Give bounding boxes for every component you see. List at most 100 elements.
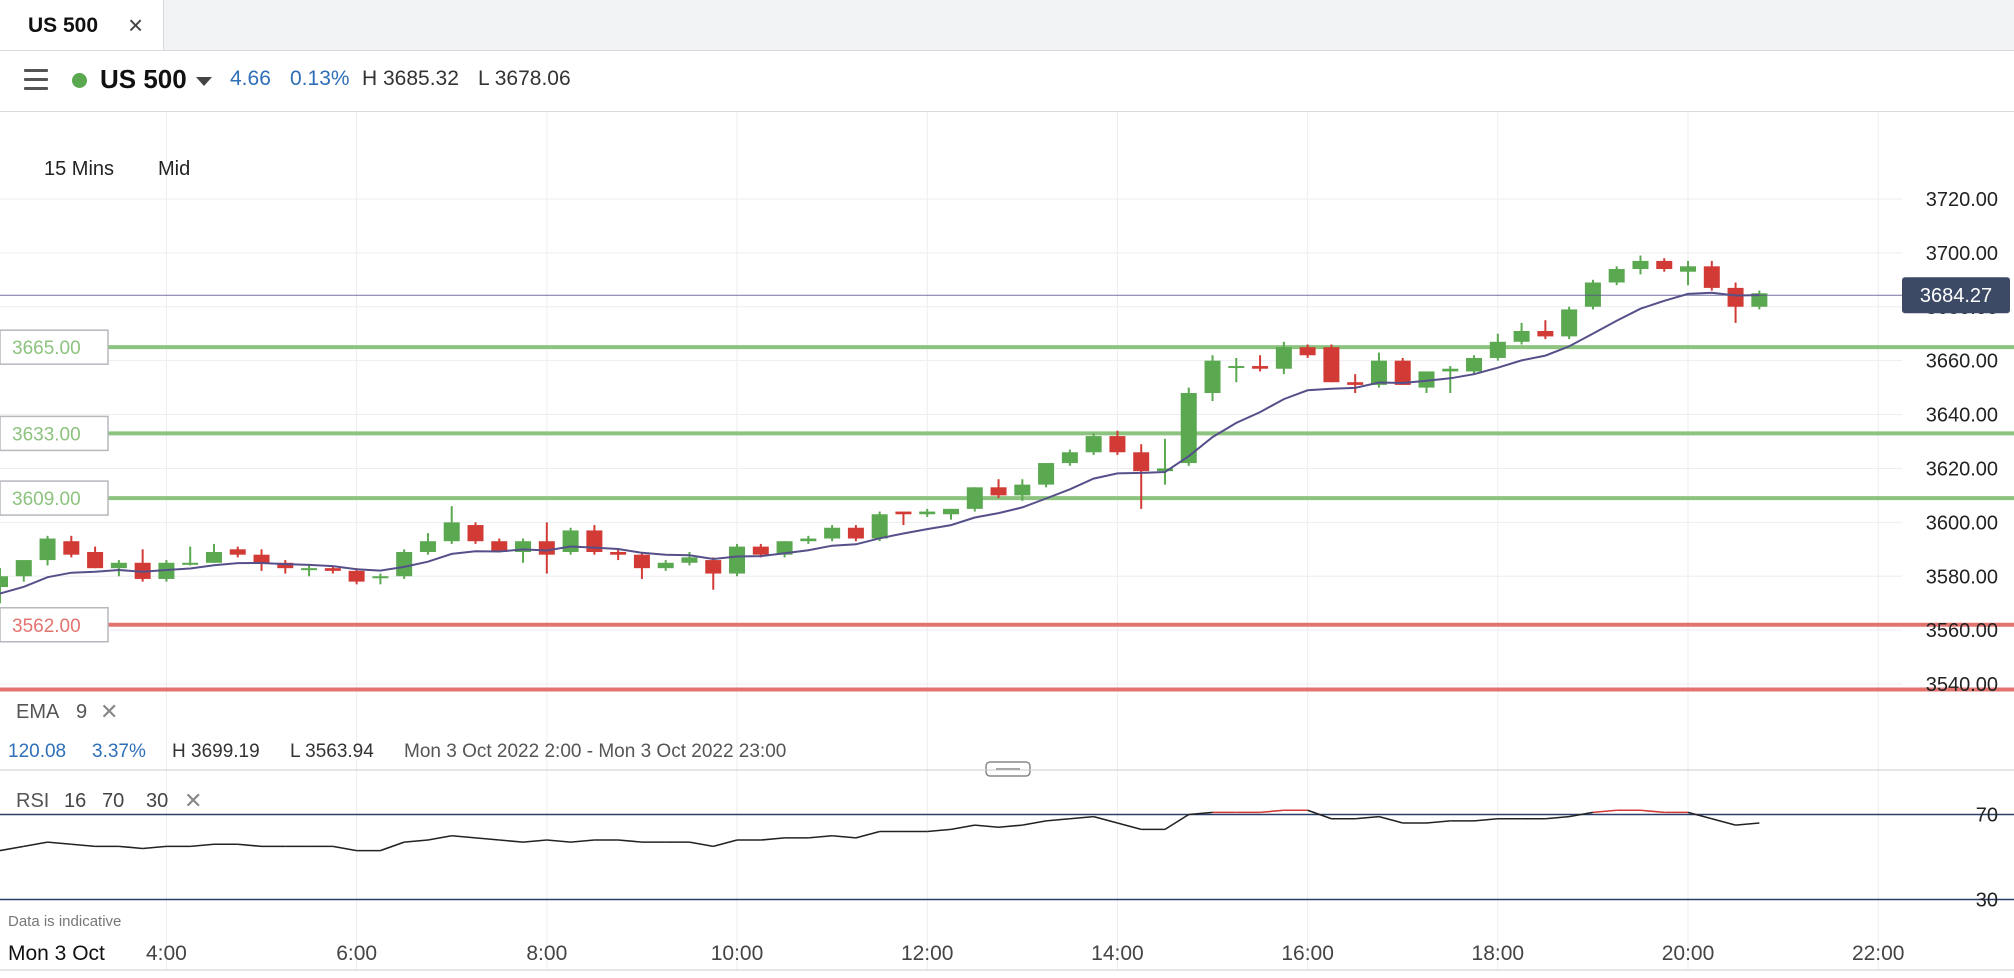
candles xyxy=(0,255,1768,604)
candle-body xyxy=(1489,341,1506,358)
candle-body xyxy=(205,551,222,563)
rsi-line-segment xyxy=(427,834,452,841)
rsi-line-segment xyxy=(1355,815,1380,820)
chart-grid xyxy=(0,112,1902,970)
price-tick-label: 3580.00 xyxy=(1926,566,1998,588)
rsi-line-segment xyxy=(1164,813,1190,831)
candle-body xyxy=(943,508,959,515)
rsi-line-segment xyxy=(570,839,595,843)
candle-body xyxy=(301,568,318,571)
candle-body xyxy=(1727,287,1744,307)
candle-body xyxy=(705,560,722,574)
market-open-status-icon xyxy=(72,73,87,88)
period-change: 120.08 xyxy=(8,741,66,762)
candle-body xyxy=(419,541,436,552)
rsi-line-segment xyxy=(618,839,642,843)
current-price-badge: 3684.27 xyxy=(1902,277,2010,314)
time-tick-label: 20:00 xyxy=(1662,942,1715,965)
rsi-line-segment xyxy=(1260,809,1284,814)
rsi-line-segment xyxy=(1069,815,1094,820)
candle-body xyxy=(515,541,532,552)
rsi-line-segment xyxy=(237,843,262,848)
data-disclaimer: Data is indicative xyxy=(8,913,121,930)
candle-body xyxy=(1370,360,1387,385)
rsi-line-segment xyxy=(1592,809,1617,814)
time-tick-label: 22:00 xyxy=(1852,942,1905,965)
candle-body xyxy=(990,487,1007,496)
price-chart[interactable]: 3720.003700.003680.003660.003640.003620.… xyxy=(0,112,2014,978)
period-high: H 3699.19 xyxy=(172,741,260,762)
rsi-label: RSI xyxy=(16,790,49,812)
candle-body xyxy=(1394,360,1411,385)
close-icon[interactable]: × xyxy=(128,10,144,40)
rsi-upper: 70 xyxy=(102,790,124,812)
candle-body xyxy=(776,541,793,555)
rsi-line-segment xyxy=(71,843,96,848)
level-labels: 3665.00 3633.00 3609.00 3562.00 xyxy=(0,329,109,643)
rsi-line-segment xyxy=(190,843,215,848)
current-price-badge-bg xyxy=(1902,277,2010,314)
chevron-down-icon[interactable] xyxy=(196,77,212,86)
level-label: 3562.00 xyxy=(12,616,81,637)
rsi-remove-icon[interactable]: ✕ xyxy=(184,788,202,813)
candle-body xyxy=(372,576,389,579)
rsi-line-segment xyxy=(404,839,429,843)
rsi-line-segment xyxy=(1378,815,1403,824)
level-label: 3609.00 xyxy=(12,489,81,510)
rsi-line-segment xyxy=(1569,811,1594,818)
rsi-line-segment xyxy=(451,834,476,839)
rsi-line-segment xyxy=(1046,817,1070,822)
candle-body xyxy=(1537,331,1554,337)
tab-us500[interactable]: US 500 × xyxy=(0,0,164,50)
ema-remove-icon[interactable]: ✕ xyxy=(100,699,118,724)
current-price-label: 3684.27 xyxy=(1920,285,1992,307)
candle-body xyxy=(253,554,270,563)
tab-bar: US 500 × xyxy=(0,0,2014,51)
price-tick-label: 3560.00 xyxy=(1926,620,1998,642)
candle-body xyxy=(1156,468,1173,472)
rsi-line-segment xyxy=(950,824,975,831)
rsi-line-segment xyxy=(475,837,500,841)
price-change-percent: 0.13% xyxy=(290,67,350,90)
time-tick-label: 14:00 xyxy=(1091,942,1144,965)
candle-body xyxy=(1038,463,1055,485)
time-axis: Mon 3 Oct 4:00 6:00 8:00 10:00 12:00 14:00 16:0… xyxy=(0,942,2014,971)
rsi-line-segment xyxy=(832,834,856,839)
candle-body xyxy=(562,530,579,552)
candle-body xyxy=(1275,347,1292,369)
rsi-line-segment xyxy=(380,841,405,852)
level-label: 3665.00 xyxy=(12,338,81,359)
level-label-box xyxy=(0,329,109,365)
price-tick-label: 3720.00 xyxy=(1926,189,1998,211)
candle-body xyxy=(229,549,246,555)
ema-indicator-tag: EMA 9 ✕ xyxy=(4,695,122,725)
hamburger-menu-icon[interactable] xyxy=(24,69,48,91)
candle-body xyxy=(324,568,341,571)
candle-body xyxy=(919,511,936,515)
candle-body xyxy=(491,541,508,552)
candle-body xyxy=(1466,357,1483,372)
price-tick-label: 3540.00 xyxy=(1926,674,1998,696)
candle-body xyxy=(657,562,674,569)
candle-body xyxy=(1632,260,1649,270)
rsi-line-segment xyxy=(1117,822,1142,831)
candle-body xyxy=(610,551,627,555)
rsi-line-segment xyxy=(118,845,143,850)
rsi-line-segment xyxy=(0,845,24,852)
candle-body xyxy=(824,527,841,539)
candle-body xyxy=(538,541,555,555)
ema-line xyxy=(0,291,1760,595)
candle-body xyxy=(1252,366,1269,369)
rsi-line-segment xyxy=(1640,809,1665,814)
instrument-name[interactable]: US 500 xyxy=(100,64,187,94)
rsi-line-segment xyxy=(998,824,1023,829)
candle-body xyxy=(1133,452,1150,472)
rsi-line-segment xyxy=(142,845,167,850)
candle-body xyxy=(1323,347,1340,383)
candle-body xyxy=(1204,360,1221,393)
candle-body xyxy=(752,546,769,555)
interval-selector[interactable]: 15 Mins xyxy=(44,158,115,180)
price-type-selector[interactable]: Mid xyxy=(158,158,191,180)
rsi-line-segment xyxy=(522,839,547,843)
rsi-line-segment xyxy=(47,841,72,846)
